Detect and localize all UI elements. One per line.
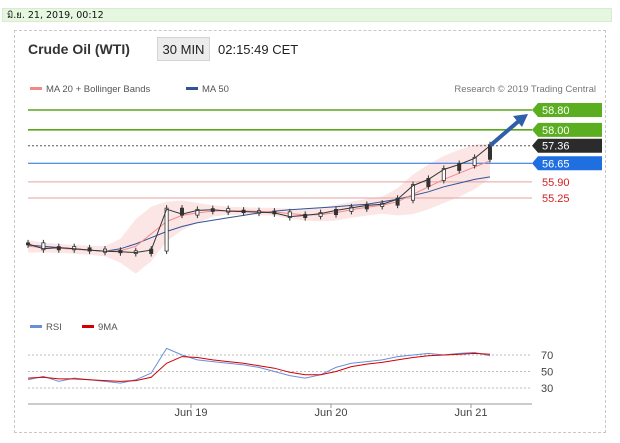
price-line [27,145,491,254]
level-label-55.90: 55.90 [542,177,570,189]
price-candle [364,204,369,210]
level-tag-56.65 [532,156,602,171]
price-candle [25,242,30,246]
price-candle [395,197,400,206]
price-candle [195,208,200,216]
chart-panel [14,30,606,433]
rsi-level-label: 50 [541,367,553,379]
research-credit: Research © 2019 Trading Central [454,84,596,95]
price-candle [410,184,415,201]
level-tag-58.00 [532,122,602,137]
legend-ma20: MA 20 + Bollinger Bands [30,84,150,95]
level-label-55.25: 55.25 [542,193,570,205]
price-candle [226,208,231,213]
instrument-title: Crude Oil (WTI) [28,41,130,57]
legend-rsi: RSI [30,322,62,333]
price-candle [164,207,169,252]
price-candle [87,247,92,252]
price-candle [349,206,354,212]
legend-9ma: 9MA [82,322,118,333]
timeframe-badge: 30 MIN [157,37,210,61]
x-tick-label: Jun 20 [314,407,347,419]
forecast-arrow-shaft [488,118,522,148]
timestamp-bar: มิ.ย. 21, 2019, 00:12 [2,8,612,22]
legend-swatch-9ma [82,324,94,328]
level-tag-57.36 [532,138,602,153]
legend-label-rsi: RSI [46,322,62,333]
price-candle [426,178,431,188]
level-tag-58.80 [532,103,602,117]
price-candle [333,208,338,216]
legend-label-9ma: 9MA [98,322,118,333]
price-candle [472,156,477,166]
legend-label-ma50: MA 50 [202,84,229,95]
rsi-level-label: 30 [541,383,553,395]
clock-time: 02:15:49 CET [218,42,299,57]
rsi-level-label: 70 [541,350,553,362]
price-candle [56,246,61,251]
legend-swatch-rsi [30,324,42,328]
level-label-58.80: 58.80 [542,105,570,117]
price-candle [457,163,462,171]
level-label-56.65: 56.65 [542,158,570,170]
price-candle [41,242,46,251]
legend-swatch-ma50 [186,86,198,90]
x-tick-label: Jun 19 [174,407,207,419]
forecast-arrow-head [513,114,528,127]
price-candle [179,207,184,216]
level-label-58.00: 58.00 [542,125,570,137]
rsi-ma9-line [27,352,491,382]
price-candle [441,168,446,181]
price-candle [287,211,292,218]
price-candle [318,212,323,217]
legend-ma50: MA 50 [186,84,229,95]
legend-label-ma20: MA 20 + Bollinger Bands [46,84,151,95]
rsi-line [27,347,491,384]
x-tick-label: Jun 21 [454,407,487,419]
level-label-57.36: 57.36 [542,141,570,153]
legend-swatch-ma20 [30,86,42,90]
